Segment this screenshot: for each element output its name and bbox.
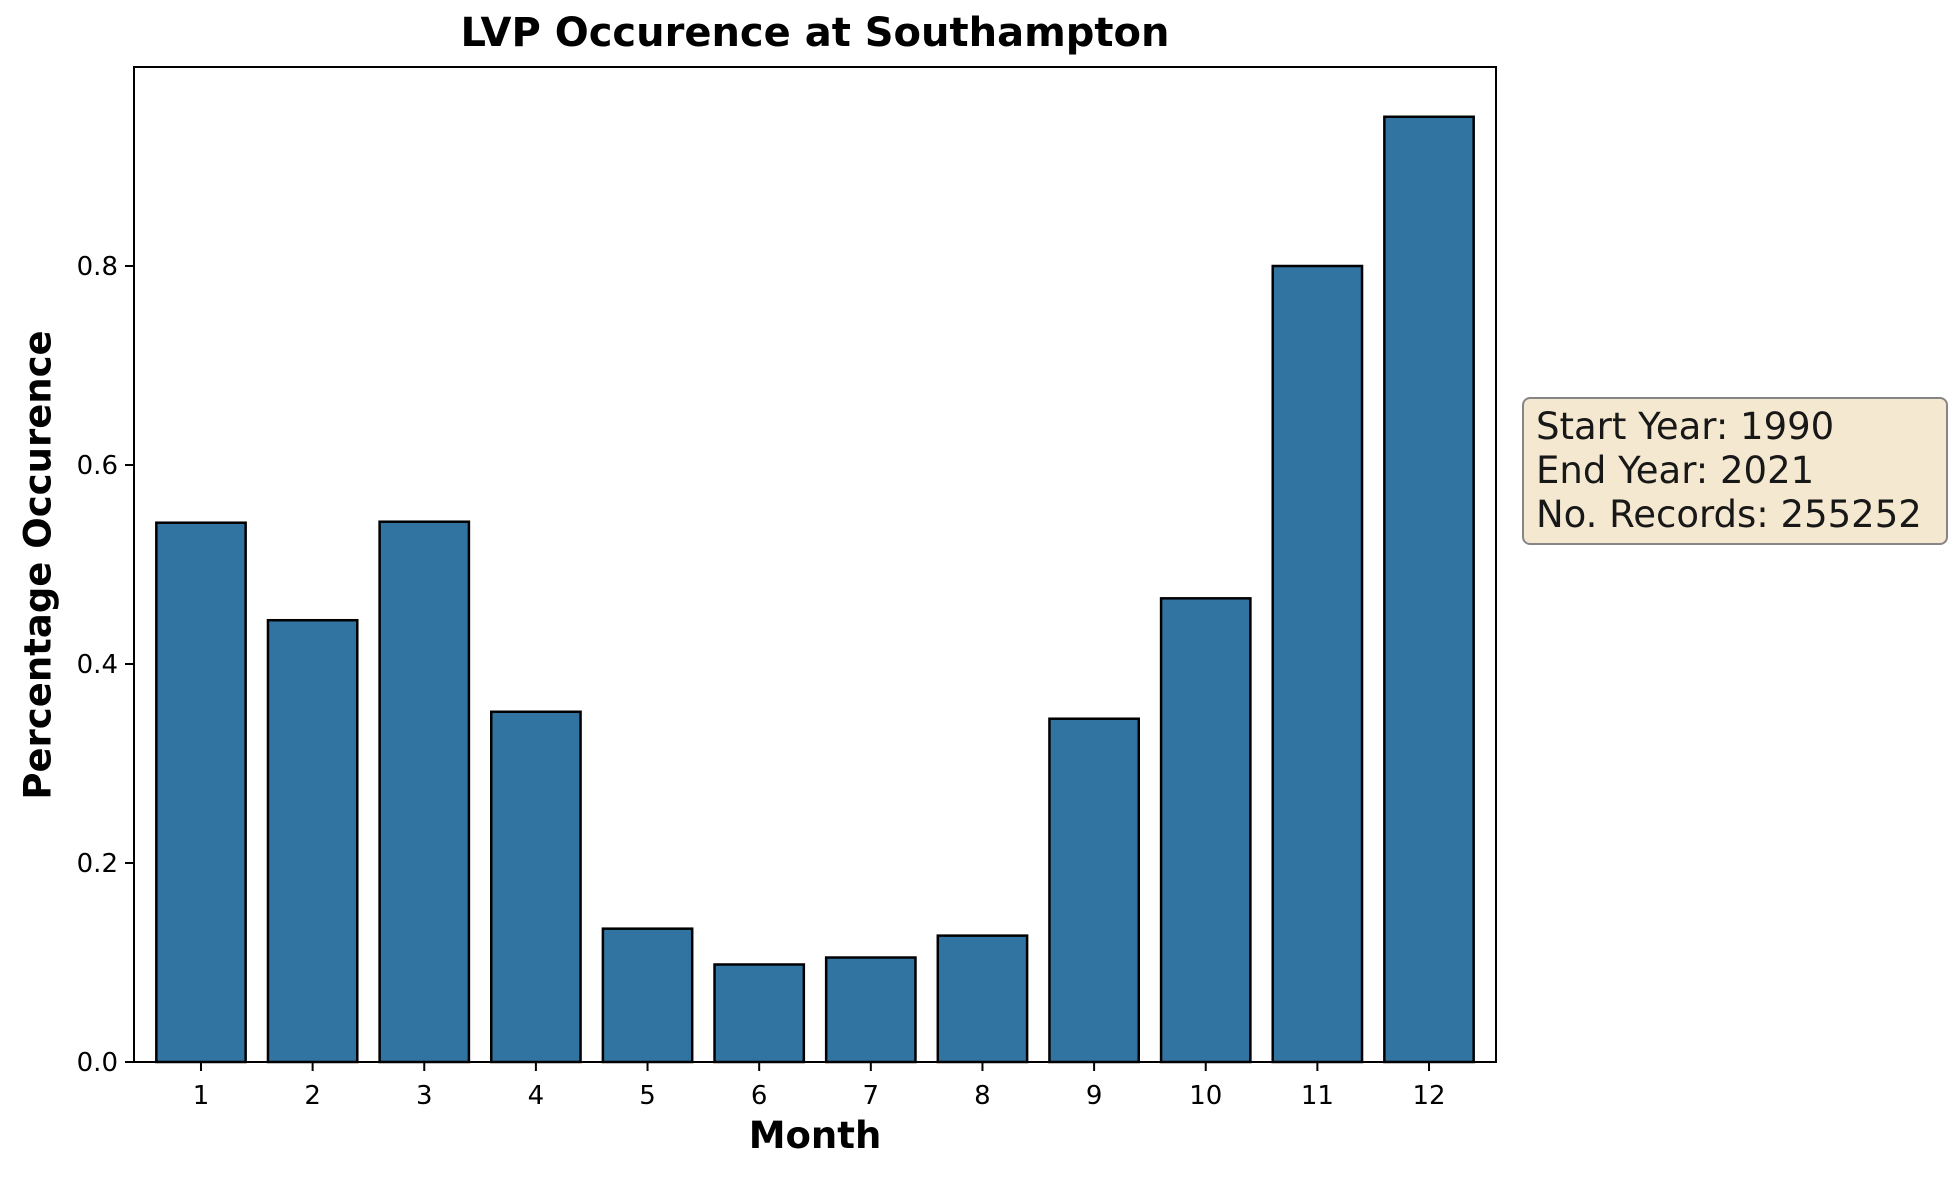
info-end-year: End Year: 2021	[1536, 449, 1815, 492]
info-record-count: No. Records: 255252	[1536, 493, 1922, 536]
bar-month-6	[713, 963, 806, 1064]
x-tick-label: 8	[974, 1081, 991, 1111]
bar-month-7	[824, 956, 917, 1064]
bar-month-1	[155, 521, 247, 1064]
y-axis-ticks: 0.0 0.2 0.4 0.6 0.8	[77, 252, 134, 1078]
bars-group	[155, 115, 1475, 1064]
bar-month-5	[601, 927, 694, 1064]
info-box: Start Year: 1990 End Year: 2021 No. Reco…	[1522, 397, 1948, 545]
y-tick-label: 0.0	[77, 1048, 118, 1078]
bar-month-8	[936, 934, 1029, 1064]
bar-month-10	[1159, 597, 1252, 1064]
x-tick-label: 2	[304, 1081, 321, 1111]
x-axis-ticks: 1 2 3 4 5 6 7 8 9 10 11 12	[193, 1062, 1446, 1111]
x-tick-label: 10	[1189, 1081, 1222, 1111]
bar-month-2	[266, 618, 359, 1064]
y-tick-label: 0.8	[77, 252, 118, 282]
x-tick-label: 9	[1086, 1081, 1103, 1111]
y-tick-label: 0.6	[77, 451, 118, 481]
x-tick-label: 1	[193, 1081, 210, 1111]
bar-month-12	[1383, 115, 1475, 1064]
x-tick-label: 3	[416, 1081, 433, 1111]
bar-month-3	[378, 520, 471, 1064]
x-tick-label: 7	[863, 1081, 880, 1111]
x-tick-label: 4	[528, 1081, 545, 1111]
x-tick-label: 5	[639, 1081, 656, 1111]
y-tick-label: 0.2	[77, 849, 118, 879]
info-start-year: Start Year: 1990	[1536, 405, 1835, 448]
bar-month-4	[489, 710, 582, 1064]
x-tick-label: 12	[1412, 1081, 1445, 1111]
bar-month-11	[1271, 264, 1364, 1064]
chart-title: LVP Occurence at Southampton	[460, 10, 1170, 56]
x-axis-label: Month	[748, 1114, 882, 1157]
plot-frame	[133, 66, 1497, 1063]
x-tick-label: 6	[751, 1081, 768, 1111]
y-tick-label: 0.4	[77, 650, 118, 680]
bar-month-9	[1048, 717, 1141, 1064]
x-tick-label: 11	[1301, 1081, 1334, 1111]
